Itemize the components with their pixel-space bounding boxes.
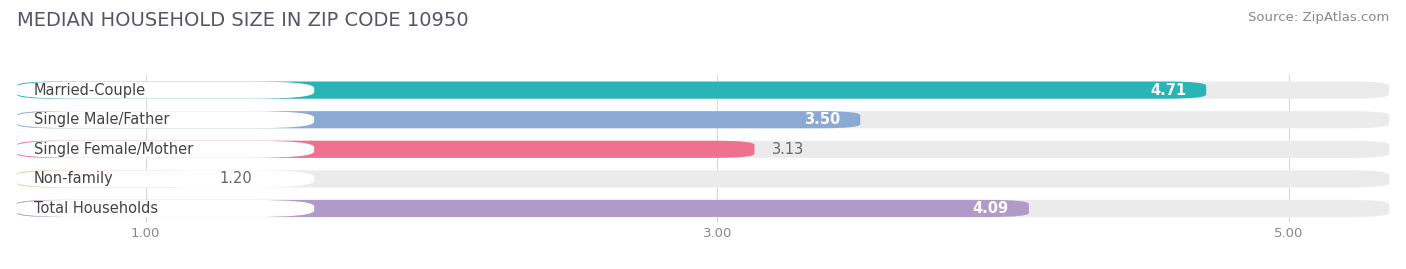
Text: 3.13: 3.13 — [772, 142, 804, 157]
Text: 3.50: 3.50 — [804, 112, 841, 127]
FancyBboxPatch shape — [17, 200, 1389, 217]
FancyBboxPatch shape — [17, 111, 860, 128]
Text: Married-Couple: Married-Couple — [34, 83, 146, 98]
FancyBboxPatch shape — [17, 200, 1029, 217]
Text: 1.20: 1.20 — [219, 171, 253, 186]
Text: Single Male/Father: Single Male/Father — [34, 112, 170, 127]
FancyBboxPatch shape — [17, 111, 1389, 128]
Text: Source: ZipAtlas.com: Source: ZipAtlas.com — [1249, 11, 1389, 24]
FancyBboxPatch shape — [17, 82, 1206, 99]
FancyBboxPatch shape — [17, 141, 755, 158]
Text: Single Female/Mother: Single Female/Mother — [34, 142, 193, 157]
Text: Total Households: Total Households — [34, 201, 157, 216]
FancyBboxPatch shape — [14, 200, 314, 217]
Text: 4.71: 4.71 — [1150, 83, 1187, 98]
FancyBboxPatch shape — [17, 141, 1389, 158]
Text: 4.09: 4.09 — [973, 201, 1010, 216]
Text: Non-family: Non-family — [34, 171, 114, 186]
FancyBboxPatch shape — [14, 111, 314, 128]
FancyBboxPatch shape — [17, 82, 1389, 99]
FancyBboxPatch shape — [14, 170, 314, 187]
FancyBboxPatch shape — [14, 141, 314, 158]
FancyBboxPatch shape — [14, 82, 314, 99]
Text: MEDIAN HOUSEHOLD SIZE IN ZIP CODE 10950: MEDIAN HOUSEHOLD SIZE IN ZIP CODE 10950 — [17, 11, 468, 30]
FancyBboxPatch shape — [17, 170, 1389, 187]
FancyBboxPatch shape — [17, 170, 202, 187]
